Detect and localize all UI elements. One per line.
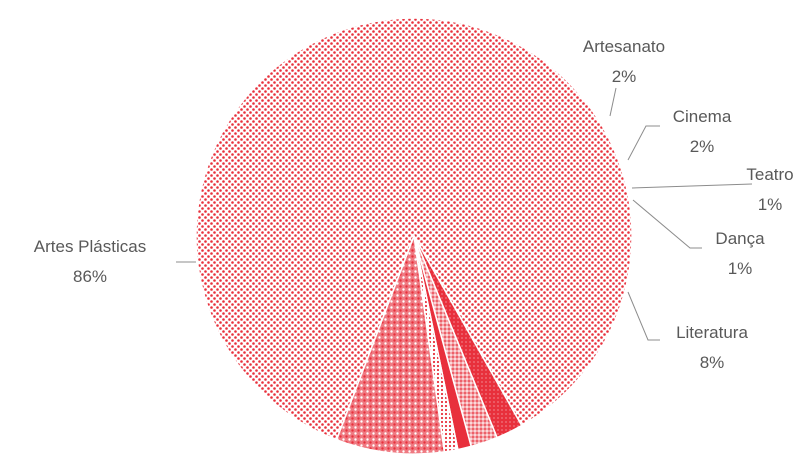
leader-line-artesanato bbox=[609, 87, 617, 117]
slice-label-artesanato: Artesanato bbox=[583, 37, 665, 56]
slice-value-artesanato: 2% bbox=[612, 67, 637, 86]
pie-slice-artes-pl-sticas bbox=[195, 17, 633, 441]
leader-lines bbox=[176, 87, 753, 341]
slice-label-literatura: Literatura bbox=[676, 323, 748, 342]
slice-label-teatro: Teatro bbox=[746, 165, 793, 184]
slice-value-literatura: 8% bbox=[700, 353, 725, 372]
slice-label-cinema: Cinema bbox=[673, 107, 732, 126]
leader-line-dan-a bbox=[632, 199, 702, 249]
slice-label-artes-pl-sticas: Artes Plásticas bbox=[34, 237, 146, 256]
slice-value-cinema: 2% bbox=[690, 137, 715, 156]
slice-labels: Artes Plásticas 86% Artesanato 2% Cinema 2% Te… bbox=[34, 37, 794, 372]
leader-line-literatura bbox=[627, 291, 660, 341]
slice-value-teatro: 1% bbox=[758, 195, 783, 214]
pie-slices bbox=[195, 17, 633, 454]
slice-value-dan-a: 1% bbox=[728, 259, 753, 278]
leader-line-cinema bbox=[627, 125, 660, 161]
slice-label-dan-a: Dança bbox=[715, 229, 765, 248]
slice-value-artes-pl-sticas: 86% bbox=[73, 267, 107, 286]
pie-slice-literatura bbox=[335, 235, 446, 454]
leader-line-teatro bbox=[631, 183, 753, 189]
